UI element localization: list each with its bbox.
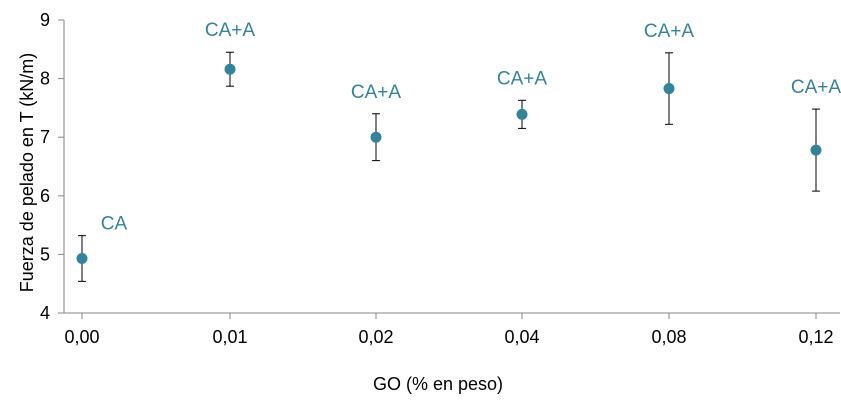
y-tick-label: 4 bbox=[40, 303, 50, 323]
y-tick-label: 8 bbox=[40, 69, 50, 89]
x-tick-label: 0,01 bbox=[212, 327, 247, 347]
point-annotation: CA+A bbox=[791, 77, 841, 98]
x-tick-label: 0,00 bbox=[64, 327, 99, 347]
data-points bbox=[76, 63, 822, 265]
data-point bbox=[663, 83, 675, 95]
data-point bbox=[810, 144, 822, 156]
data-point bbox=[224, 63, 236, 75]
y-tick-label: 7 bbox=[40, 127, 50, 147]
point-annotation: CA bbox=[101, 214, 128, 235]
y-tick-label: 6 bbox=[40, 186, 50, 206]
x-tick-label: 0,12 bbox=[798, 327, 833, 347]
x-axis-title: GO (% en peso) bbox=[373, 374, 503, 394]
y-tick-label: 5 bbox=[40, 244, 50, 264]
data-point bbox=[516, 108, 528, 120]
x-tick-label: 0,08 bbox=[651, 327, 686, 347]
y-axis-title: Fuerza de pelado en T (kN/m) bbox=[17, 53, 37, 292]
point-annotation: CA+A bbox=[205, 20, 255, 41]
point-annotation: CA+A bbox=[497, 68, 547, 89]
error-bars bbox=[78, 51, 820, 282]
axes bbox=[63, 20, 840, 314]
x-tick-label: 0,02 bbox=[358, 327, 393, 347]
y-ticks: 4 5 6 7 8 9 bbox=[40, 10, 64, 323]
annotations: CA CA+A CA+A CA+A CA+A CA+A bbox=[101, 20, 841, 234]
data-point bbox=[370, 131, 382, 143]
data-point bbox=[76, 253, 88, 265]
point-annotation: CA+A bbox=[644, 21, 694, 42]
y-tick-label: 9 bbox=[40, 10, 50, 30]
x-tick-label: 0,04 bbox=[504, 327, 539, 347]
point-annotation: CA+A bbox=[351, 82, 401, 103]
x-ticks: 0,00 0,01 0,02 0,04 0,08 0,12 bbox=[64, 313, 834, 347]
